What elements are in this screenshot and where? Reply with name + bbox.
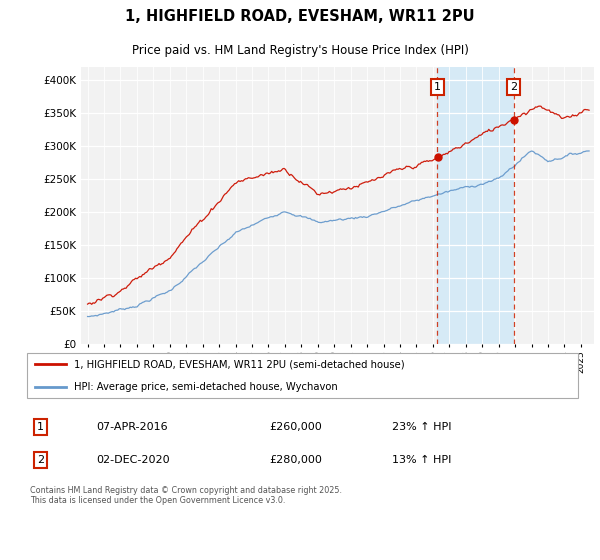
Text: 13% ↑ HPI: 13% ↑ HPI xyxy=(392,455,452,465)
Text: £280,000: £280,000 xyxy=(269,455,322,465)
Text: 02-DEC-2020: 02-DEC-2020 xyxy=(97,455,170,465)
Text: 1: 1 xyxy=(37,422,44,432)
Text: 07-APR-2016: 07-APR-2016 xyxy=(97,422,168,432)
Text: Contains HM Land Registry data © Crown copyright and database right 2025.
This d: Contains HM Land Registry data © Crown c… xyxy=(29,486,341,506)
Text: 1, HIGHFIELD ROAD, EVESHAM, WR11 2PU (semi-detached house): 1, HIGHFIELD ROAD, EVESHAM, WR11 2PU (se… xyxy=(74,360,405,370)
Text: 1, HIGHFIELD ROAD, EVESHAM, WR11 2PU: 1, HIGHFIELD ROAD, EVESHAM, WR11 2PU xyxy=(125,9,475,24)
FancyBboxPatch shape xyxy=(27,353,578,398)
Text: Price paid vs. HM Land Registry's House Price Index (HPI): Price paid vs. HM Land Registry's House … xyxy=(131,44,469,57)
Bar xyxy=(437,67,514,344)
Text: 1: 1 xyxy=(434,82,441,92)
Text: 2: 2 xyxy=(510,82,517,92)
Text: £260,000: £260,000 xyxy=(269,422,322,432)
Text: 2: 2 xyxy=(37,455,44,465)
Text: 23% ↑ HPI: 23% ↑ HPI xyxy=(392,422,452,432)
Text: HPI: Average price, semi-detached house, Wychavon: HPI: Average price, semi-detached house,… xyxy=(74,381,338,391)
